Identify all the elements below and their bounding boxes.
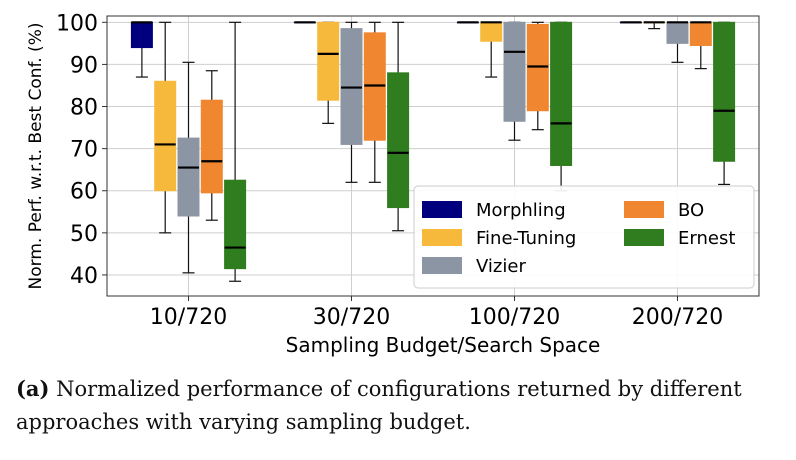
legend-label-fine-tuning: Fine-Tuning [476, 228, 576, 249]
box-ernest-30-720 [387, 21, 410, 232]
y-tick-label: 60 [70, 180, 98, 205]
legend-swatch-fine-tuning [422, 229, 462, 246]
x-tick-label: 200/720 [632, 305, 723, 330]
box-iqr [480, 21, 503, 42]
box-vizier-30-720 [340, 21, 363, 183]
legend-label-bo: BO [678, 200, 704, 221]
box-vizier-100-720 [503, 21, 526, 141]
box-vizier-200-720 [666, 21, 689, 63]
box-iqr [200, 99, 223, 194]
box-morphling-200-720 [619, 21, 642, 24]
caption-label: (a) [16, 376, 50, 401]
y-tick-label: 80 [70, 96, 98, 121]
y-tick-label: 70 [70, 138, 98, 163]
legend-label-morphling: Morphling [476, 200, 566, 221]
box-morphling-100-720 [456, 21, 479, 24]
box-iqr [130, 21, 153, 49]
x-axis-label: Sampling Budget/Search Space [286, 333, 601, 357]
legend-swatch-bo [624, 201, 664, 218]
y-tick-label: 90 [70, 53, 98, 78]
legend-swatch-vizier [422, 257, 462, 274]
figure-caption: (a) Normalized performance of configurat… [16, 372, 786, 439]
x-tick-label: 100/720 [469, 305, 560, 330]
box-ernest-10-720 [224, 21, 247, 282]
box-iqr [387, 72, 410, 209]
box-morphling-10-720 [130, 21, 153, 78]
box-iqr [317, 21, 340, 101]
plot-frame [106, 15, 760, 297]
box-iqr [713, 21, 736, 162]
legend-swatch-ernest [624, 229, 664, 246]
box-iqr [666, 21, 689, 44]
box-iqr [689, 21, 712, 46]
box-iqr [224, 179, 247, 270]
box-ernest-200-720 [713, 21, 736, 186]
y-tick-label: 50 [70, 222, 98, 247]
box-fine-tuning-200-720 [643, 21, 666, 30]
box-iqr [177, 137, 200, 217]
box-iqr [550, 21, 573, 166]
legend-label-ernest: Ernest [678, 228, 735, 249]
y-tick-label: 100 [56, 11, 98, 36]
x-tick-label: 10/720 [150, 305, 227, 330]
box-ernest-100-720 [550, 21, 573, 192]
legend-label-vizier: Vizier [476, 256, 526, 277]
box-bo-200-720 [689, 21, 712, 70]
legend-box [413, 185, 755, 289]
x-tick-label: 30/720 [313, 305, 390, 330]
legend: Morphling Fine-Tuning Vizier BO Ernest [413, 185, 755, 289]
box-bo-30-720 [363, 21, 386, 183]
caption-text: Normalized performance of configurations… [16, 377, 742, 434]
box-bo-10-720 [200, 70, 223, 221]
box-fine-tuning-100-720 [480, 21, 503, 78]
box-bo-100-720 [526, 21, 549, 131]
box-iqr [503, 21, 526, 122]
box-fine-tuning-30-720 [317, 21, 340, 124]
box-fine-tuning-10-720 [154, 21, 177, 234]
box-vizier-10-720 [177, 61, 200, 274]
y-axis-label: Norm. Perf. w.r.t. Best Conf. (%) [26, 23, 46, 290]
box-plot-chart: 40 50 60 70 80 90 100 10/720 30/720 100/720 200/72… [26, 11, 760, 357]
legend-swatch-morphling [422, 201, 462, 218]
box-morphling-30-720 [293, 21, 316, 24]
y-tick-label: 40 [70, 264, 98, 289]
box-iqr [154, 80, 177, 192]
